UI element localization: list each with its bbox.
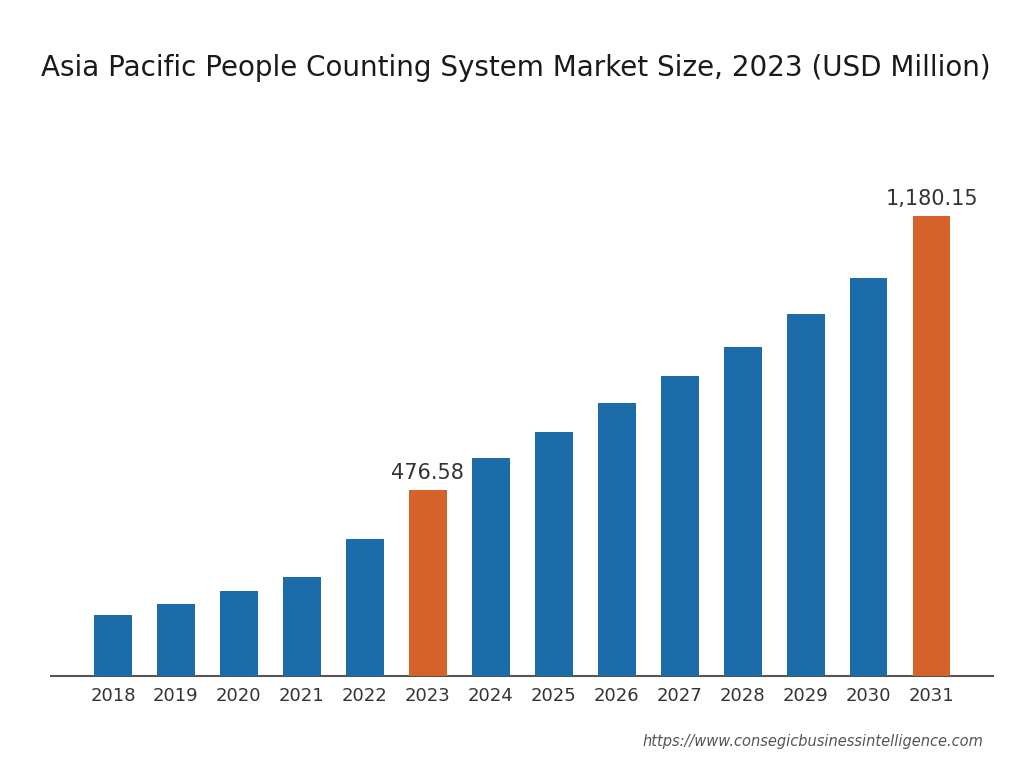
Bar xyxy=(912,216,950,676)
Bar xyxy=(283,577,321,676)
Bar xyxy=(786,313,824,676)
Bar xyxy=(535,432,572,676)
Bar xyxy=(850,279,888,676)
Bar xyxy=(598,403,636,676)
Bar xyxy=(660,376,698,676)
Bar xyxy=(409,490,446,676)
Bar xyxy=(346,539,384,676)
Bar xyxy=(220,591,258,676)
Text: 476.58: 476.58 xyxy=(391,463,464,483)
Bar xyxy=(472,458,510,676)
Text: Asia Pacific People Counting System Market Size, 2023 (USD Million): Asia Pacific People Counting System Mark… xyxy=(41,54,990,81)
Text: https://www.consegicbusinessintelligence.com: https://www.consegicbusinessintelligence… xyxy=(642,733,983,749)
Text: 1,180.15: 1,180.15 xyxy=(886,189,978,209)
Bar xyxy=(157,604,195,676)
Bar xyxy=(724,346,762,676)
Bar xyxy=(94,615,132,676)
